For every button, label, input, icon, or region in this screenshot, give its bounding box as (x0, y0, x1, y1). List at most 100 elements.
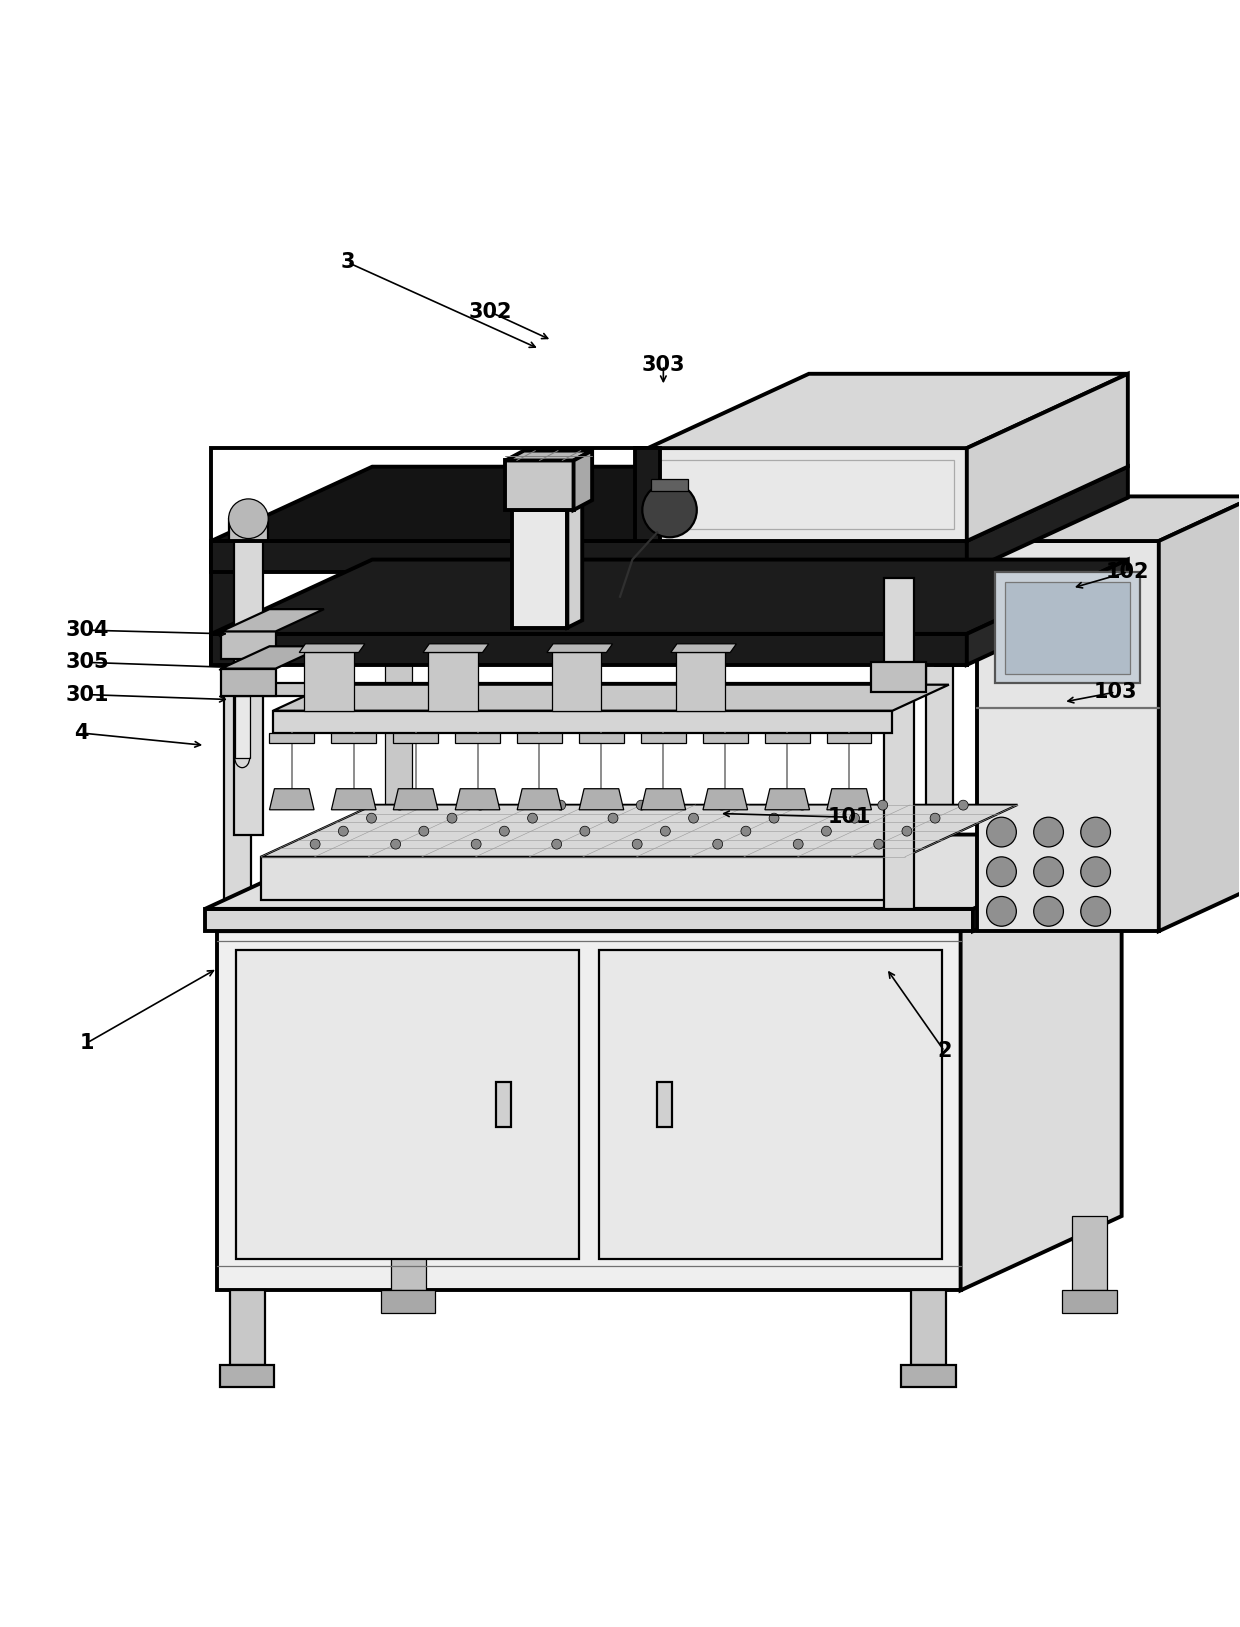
Circle shape (1034, 817, 1064, 848)
Text: 1: 1 (81, 1033, 94, 1053)
Circle shape (580, 827, 590, 836)
Circle shape (556, 800, 565, 810)
Circle shape (717, 800, 727, 810)
Polygon shape (977, 496, 1240, 542)
Polygon shape (233, 542, 263, 835)
Circle shape (661, 827, 671, 836)
Polygon shape (393, 734, 438, 744)
Polygon shape (217, 931, 961, 1290)
Bar (1063, 1290, 1117, 1313)
Polygon shape (1006, 582, 1131, 674)
Polygon shape (765, 789, 810, 810)
Polygon shape (217, 857, 1122, 931)
Polygon shape (205, 909, 973, 931)
Polygon shape (1159, 496, 1240, 931)
Polygon shape (299, 644, 365, 652)
Polygon shape (579, 789, 624, 810)
Polygon shape (967, 467, 1128, 573)
Circle shape (391, 840, 401, 849)
Polygon shape (331, 789, 376, 810)
Circle shape (1034, 896, 1064, 926)
Bar (496, 1082, 511, 1128)
Circle shape (471, 840, 481, 849)
Polygon shape (647, 374, 1128, 447)
Text: 2: 2 (937, 1041, 952, 1061)
Polygon shape (552, 652, 601, 711)
Polygon shape (967, 560, 1128, 665)
Polygon shape (372, 467, 403, 591)
Polygon shape (273, 685, 949, 711)
Polygon shape (517, 789, 562, 810)
Polygon shape (455, 789, 500, 810)
Polygon shape (403, 498, 1097, 591)
Polygon shape (423, 644, 489, 652)
Polygon shape (996, 573, 1141, 683)
Circle shape (878, 800, 888, 810)
Text: 103: 103 (1094, 682, 1137, 703)
Circle shape (339, 827, 348, 836)
Circle shape (636, 800, 646, 810)
Bar (901, 1365, 956, 1386)
Circle shape (632, 840, 642, 849)
Polygon shape (977, 542, 1159, 931)
Circle shape (901, 827, 911, 836)
Polygon shape (221, 646, 324, 669)
Polygon shape (223, 542, 250, 909)
Polygon shape (304, 652, 353, 711)
Text: 102: 102 (1106, 561, 1149, 582)
Polygon shape (517, 734, 562, 744)
Circle shape (608, 814, 618, 823)
Text: 304: 304 (66, 620, 109, 639)
Polygon shape (273, 711, 893, 734)
Polygon shape (926, 542, 954, 909)
Text: 101: 101 (827, 807, 870, 827)
Polygon shape (211, 467, 1128, 542)
Polygon shape (936, 542, 967, 665)
Bar (1073, 1215, 1107, 1290)
Polygon shape (872, 662, 926, 691)
Circle shape (394, 800, 404, 810)
Circle shape (527, 814, 537, 823)
Circle shape (1081, 896, 1111, 926)
Polygon shape (671, 644, 737, 652)
Circle shape (713, 840, 723, 849)
Circle shape (552, 840, 562, 849)
Polygon shape (579, 734, 624, 744)
Polygon shape (260, 857, 905, 900)
Polygon shape (827, 789, 872, 810)
Circle shape (769, 814, 779, 823)
Circle shape (987, 817, 1017, 848)
Circle shape (987, 896, 1017, 926)
Polygon shape (1087, 467, 1115, 835)
Circle shape (1034, 857, 1064, 887)
Polygon shape (973, 835, 1135, 931)
Text: 305: 305 (66, 652, 109, 672)
Circle shape (1081, 857, 1111, 887)
Polygon shape (221, 669, 275, 696)
Bar (381, 1290, 435, 1313)
Polygon shape (221, 608, 324, 631)
Polygon shape (372, 467, 1128, 498)
Circle shape (475, 800, 485, 810)
Polygon shape (635, 447, 660, 542)
Polygon shape (651, 478, 688, 491)
Circle shape (874, 840, 884, 849)
Polygon shape (676, 652, 725, 711)
Polygon shape (574, 451, 593, 509)
Polygon shape (703, 789, 748, 810)
Polygon shape (211, 635, 967, 665)
Bar (657, 1082, 672, 1128)
Bar (911, 1290, 946, 1365)
Polygon shape (428, 652, 477, 711)
Text: 3: 3 (340, 252, 355, 272)
Polygon shape (221, 631, 275, 659)
Polygon shape (703, 734, 748, 744)
Circle shape (797, 800, 807, 810)
Polygon shape (641, 734, 686, 744)
Polygon shape (331, 734, 376, 744)
Polygon shape (506, 460, 574, 509)
Polygon shape (260, 805, 1018, 857)
Circle shape (310, 840, 320, 849)
Polygon shape (269, 789, 314, 810)
Polygon shape (765, 734, 810, 744)
